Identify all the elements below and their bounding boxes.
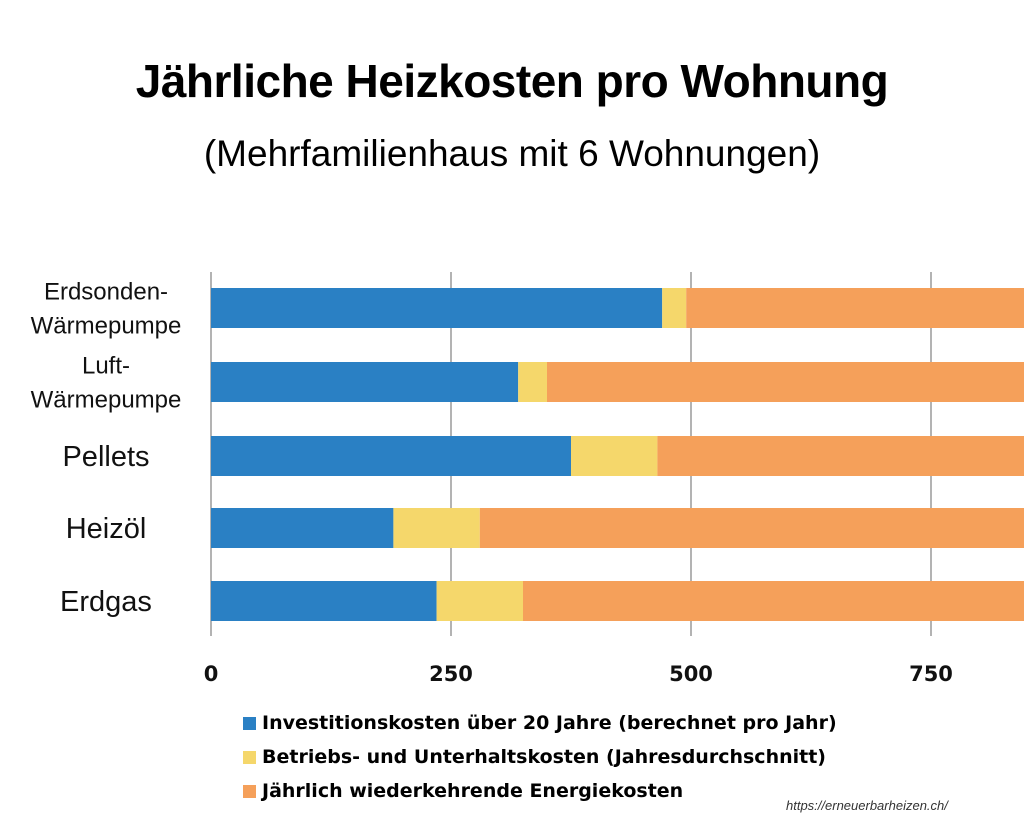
legend-label-betrieb: Betriebs- und Unterhaltskosten (Jahresdu… — [262, 746, 826, 768]
category-label-line: Erdsonden- — [44, 278, 168, 305]
legend-item-betrieb: Betriebs- und Unterhaltskosten (Jahresdu… — [243, 740, 837, 774]
bar-3-0 — [211, 508, 394, 548]
bar-4-0 — [211, 581, 437, 621]
x-tick-label-1: 250 — [429, 662, 473, 686]
legend-swatch-energie — [243, 784, 256, 798]
legend-swatch-betrieb — [243, 750, 256, 764]
category-label-line: Erdgas — [60, 586, 152, 618]
bar-2-1 — [571, 436, 658, 476]
chart-title: Jährliche Heizkosten pro Wohnung — [135, 55, 889, 107]
legend: Investitionskosten über 20 Jahre (berech… — [243, 706, 837, 808]
category-label-2: Pellets — [62, 441, 149, 473]
bar-3-2 — [479, 508, 1024, 548]
bar-1-2 — [547, 362, 1024, 402]
chart-subtitle: (Mehrfamilienhaus mit 6 Wohnungen) — [203, 133, 821, 174]
category-label-line: Wärmepumpe — [31, 312, 182, 339]
x-tick-label-0: 0 — [204, 662, 219, 686]
x-tick-label-2: 500 — [669, 662, 713, 686]
x-tick-label-3: 750 — [909, 662, 953, 686]
bar-0-1 — [662, 288, 687, 328]
source-url[interactable]: https://erneuerbarheizen.ch/ — [786, 798, 948, 813]
category-label-4: Erdgas — [60, 586, 152, 618]
category-label-line: Pellets — [62, 441, 149, 473]
category-label-0: Erdsonden- Wärmepumpe — [31, 278, 182, 339]
bar-2-2 — [657, 436, 1024, 476]
bar-4-1 — [436, 581, 523, 621]
category-label-3: Heizöl — [66, 513, 147, 545]
legend-item-energie: Jährlich wiederkehrende Energiekosten — [243, 774, 837, 808]
bar-1-1 — [518, 362, 547, 402]
legend-label-invest: Investitionskosten über 20 Jahre (berech… — [262, 712, 837, 734]
legend-swatch-invest — [243, 716, 256, 730]
bar-3-1 — [393, 508, 480, 548]
bar-4-2 — [523, 581, 1024, 621]
bar-0-0 — [211, 288, 663, 328]
bar-1-0 — [211, 362, 519, 402]
category-label-line: Luft- — [82, 352, 130, 379]
category-label-1: Luft- Wärmepumpe — [31, 352, 182, 413]
legend-label-energie: Jährlich wiederkehrende Energiekosten — [262, 780, 684, 802]
bar-2-0 — [211, 436, 571, 476]
category-label-line: Heizöl — [66, 513, 147, 545]
bar-0-2 — [686, 288, 1024, 328]
category-label-line: Wärmepumpe — [31, 386, 182, 413]
legend-item-invest: Investitionskosten über 20 Jahre (berech… — [243, 706, 837, 740]
